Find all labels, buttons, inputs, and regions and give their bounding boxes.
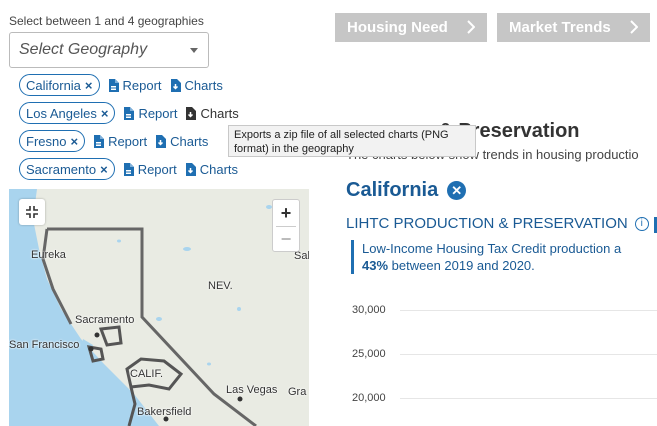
geography-chip[interactable]: Los Angeles × (19, 102, 116, 124)
charts-download-link[interactable]: Charts (170, 78, 223, 93)
geography-chip-label: Fresno (26, 133, 67, 149)
callout-percent: 43% (362, 258, 389, 273)
zoom-out-button[interactable]: − (280, 228, 292, 249)
pdf-file-icon (94, 134, 105, 148)
remove-icon[interactable]: × (84, 77, 93, 93)
report-link-label: Report (108, 133, 148, 149)
geography-select[interactable]: Select Geography (9, 32, 209, 68)
geography-chip-label: Los Angeles (26, 105, 97, 121)
charts-download-link[interactable]: Charts (185, 162, 238, 177)
tooltip-line: Exports a zip file of all selected chart… (234, 129, 449, 141)
chevron-down-icon (190, 48, 198, 53)
charts-link-label: Charts (200, 105, 239, 121)
map-label: NEV. (208, 280, 233, 292)
chart-header: LIHTC PRODUCTION & PRESERVATION i (346, 215, 657, 233)
map-label: San Francisco (9, 339, 80, 351)
geography-row: California × Report Charts (19, 74, 223, 96)
geography-chip[interactable]: Sacramento × (19, 158, 115, 180)
remove-icon[interactable]: × (100, 105, 109, 121)
geography-chip[interactable]: California × (19, 74, 100, 96)
tab-label: Market Trends (509, 19, 611, 36)
download-file-icon (186, 106, 197, 120)
zoom-in-button[interactable]: + (280, 202, 292, 223)
pdf-file-icon (123, 162, 134, 176)
map-fullscreen-button[interactable] (19, 199, 45, 225)
chart-gridline (400, 310, 657, 311)
remove-icon[interactable]: × (70, 133, 79, 149)
callout-line: 43% between 2019 and 2020. (362, 257, 621, 274)
report-link[interactable]: Report (93, 134, 147, 149)
download-file-icon (156, 134, 167, 148)
geography-select-placeholder: Select Geography (19, 41, 148, 58)
geography-chip[interactable]: Fresno × (19, 130, 86, 152)
clear-geography-icon[interactable]: ✕ (447, 181, 467, 200)
chart-header-label: LIHTC PRODUCTION & PRESERVATION (346, 215, 628, 232)
charts-export-tooltip: Exports a zip file of all selected chart… (228, 125, 476, 157)
tab-label: Housing Need (347, 19, 448, 36)
map-label: Las Vegas (226, 384, 278, 396)
geography-row: Los Angeles × Report Charts (19, 102, 239, 124)
tab-housing-need[interactable]: Housing Need (335, 13, 487, 42)
map-label: Eureka (31, 249, 66, 261)
y-tick-label: 20,000 (352, 392, 386, 404)
map-label: Bakersfield (137, 406, 192, 418)
geography-row: Fresno × Report Charts (19, 130, 208, 152)
download-file-icon (185, 162, 196, 176)
chart-gridline (400, 354, 657, 355)
map-label: Sal (294, 250, 309, 262)
charts-link-label: Charts (199, 161, 239, 177)
charts-download-link[interactable]: Charts (155, 134, 208, 149)
report-link[interactable]: Report (123, 106, 177, 121)
remove-icon[interactable]: × (100, 161, 108, 177)
map-zoom-controls: + − (272, 199, 300, 252)
pdf-file-icon (124, 106, 135, 120)
report-link[interactable]: Report (123, 162, 177, 177)
pdf-file-icon (108, 78, 119, 92)
geography-hint: Select between 1 and 4 geographies (9, 14, 204, 28)
geography-chip-label: Sacramento (26, 161, 97, 177)
y-tick-label: 25,000 (352, 348, 386, 360)
geography-heading: California ✕ (346, 179, 467, 202)
info-icon[interactable]: i (634, 216, 649, 231)
download-file-icon (170, 78, 181, 92)
report-link-label: Report (138, 105, 178, 121)
map-label: Sacramento (75, 314, 135, 326)
geography-map[interactable]: Eureka NEV. Sacramento San Francisco CAL… (9, 189, 309, 426)
map-canvas (9, 189, 309, 426)
y-tick-label: 30,000 (352, 304, 386, 316)
chart-header-divider (654, 217, 657, 233)
zoom-divider (276, 226, 296, 227)
chevron-right-icon (467, 20, 475, 34)
geography-heading-label: California (346, 179, 439, 201)
report-link-label: Report (122, 77, 162, 93)
geography-chip-label: California (26, 77, 81, 93)
charts-download-link[interactable]: Charts (185, 105, 239, 121)
map-label: CALIF. (130, 368, 164, 380)
geography-row: Sacramento × Report Charts (19, 158, 238, 180)
report-link[interactable]: Report (108, 78, 162, 93)
chevron-right-icon (630, 20, 638, 34)
map-label: Gra (288, 386, 307, 398)
callout-rest: between 2019 and 2020. (388, 258, 535, 273)
chart-gridline (400, 398, 657, 399)
charts-link-label: Charts (184, 77, 223, 93)
tab-market-trends[interactable]: Market Trends (497, 13, 650, 42)
report-link-label: Report (137, 161, 177, 177)
tooltip-line: format) in the geography (234, 143, 354, 155)
callout-line: Low-Income Housing Tax Credit production… (362, 241, 622, 256)
charts-link-label: Charts (170, 133, 209, 149)
collapse-icon (26, 206, 38, 218)
chart-summary-callout: Low-Income Housing Tax Credit production… (351, 240, 621, 274)
